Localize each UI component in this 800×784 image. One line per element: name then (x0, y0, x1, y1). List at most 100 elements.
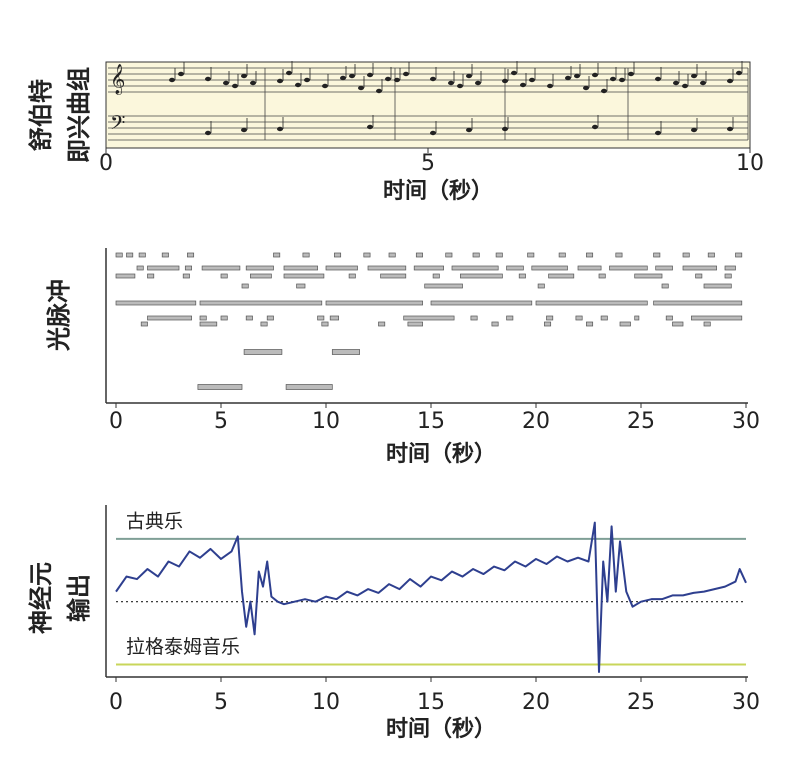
light-pulse (432, 273, 440, 279)
light-pulse (138, 252, 146, 258)
light-pulse (317, 315, 325, 321)
light-pulse (682, 265, 717, 271)
light-pulse (273, 252, 281, 258)
light-pulse (245, 315, 253, 321)
note-head (430, 130, 436, 136)
light-pulse (147, 265, 180, 271)
note-head (277, 78, 283, 84)
light-pulse (634, 273, 663, 279)
light-pulse (506, 315, 514, 321)
note-head (205, 76, 211, 82)
light-pulse (413, 265, 444, 271)
x-tick-label: 0 (99, 151, 113, 176)
x-tick-label: 15 (417, 690, 445, 715)
light-pulse (321, 321, 329, 327)
y-axis-label: 神经元 (27, 562, 55, 634)
light-pulse (348, 273, 356, 279)
score-staff: 𝄞𝄢 (108, 61, 749, 141)
note-head (241, 73, 247, 79)
light-pulse (199, 300, 323, 306)
light-pulse (470, 315, 478, 321)
light-pulse (147, 315, 192, 321)
light-pulse (241, 283, 249, 289)
y-axis-label: 输出 (65, 574, 93, 622)
light-pulse (724, 265, 736, 271)
note-head (682, 83, 688, 89)
note-head (628, 71, 634, 77)
score-background (105, 61, 751, 149)
note-head (322, 83, 328, 89)
light-pulse (695, 273, 703, 279)
light-pulse (184, 265, 192, 271)
x-axis-label: 时间（秒） (386, 717, 496, 742)
light-pulse (197, 384, 243, 390)
light-pulse (703, 321, 711, 327)
light-pulse (600, 315, 608, 321)
light-pulse (472, 252, 480, 258)
light-pulse (672, 321, 684, 327)
x-tick-label: 30 (732, 690, 760, 715)
note-head (403, 71, 409, 77)
light-pulse (147, 273, 155, 279)
reference-label: 拉格泰姆音乐 (126, 636, 240, 658)
light-pulse (445, 252, 453, 258)
x-tick-label: 0 (109, 690, 123, 715)
light-pulse (245, 265, 274, 271)
light-pulse (531, 265, 568, 271)
note-head (502, 78, 508, 84)
light-pulse (548, 273, 575, 279)
note-head (178, 71, 184, 77)
note-head (466, 127, 472, 133)
light-pulse (451, 265, 499, 271)
light-pulse (367, 265, 407, 271)
note-head (520, 82, 526, 88)
note-head (610, 76, 616, 82)
note-head (565, 75, 571, 81)
x-tick-label: 30 (732, 409, 760, 434)
note-head (223, 80, 229, 86)
light-pulse (140, 321, 148, 327)
light-pulse (506, 265, 524, 271)
light-pulse (115, 252, 123, 258)
light-pulse (653, 252, 661, 258)
light-pulse (546, 315, 554, 321)
light-pulse (331, 349, 360, 355)
note-head (655, 76, 661, 82)
x-tick-label: 0 (109, 409, 123, 434)
x-tick-label: 10 (312, 690, 340, 715)
note-head (295, 82, 301, 88)
light-pulse (609, 265, 648, 271)
note-head (358, 85, 364, 91)
note-head (286, 70, 292, 76)
x-tick-label: 15 (417, 409, 445, 434)
note-head (673, 80, 679, 86)
bass-clef: 𝄢 (110, 111, 125, 139)
note-head (232, 83, 238, 89)
note-head (277, 126, 283, 132)
y-axis-label: 光脉冲 (45, 279, 73, 352)
light-pulse (424, 283, 463, 289)
x-tick-label: 5 (214, 690, 228, 715)
note-head (529, 77, 535, 83)
note-head (592, 124, 598, 130)
light-pulse (653, 300, 743, 306)
light-pulse (535, 300, 648, 306)
note-head (619, 77, 625, 83)
light-pulse (250, 273, 272, 279)
light-pulse (266, 315, 274, 321)
light-pulse (302, 252, 310, 258)
light-pulse (577, 265, 602, 271)
light-pulse (615, 252, 623, 258)
note-head (655, 130, 661, 136)
light-pulse (182, 273, 190, 279)
light-pulse (243, 349, 283, 355)
light-pulse (430, 300, 533, 306)
y-axis-label: 即兴曲组 (65, 67, 93, 163)
light-pulse (558, 252, 566, 258)
light-pulse (380, 273, 407, 279)
light-pulse (115, 300, 197, 306)
neuron-output-line (115, 521, 747, 673)
x-tick-label: 10 (736, 151, 764, 176)
note-head (340, 75, 346, 81)
